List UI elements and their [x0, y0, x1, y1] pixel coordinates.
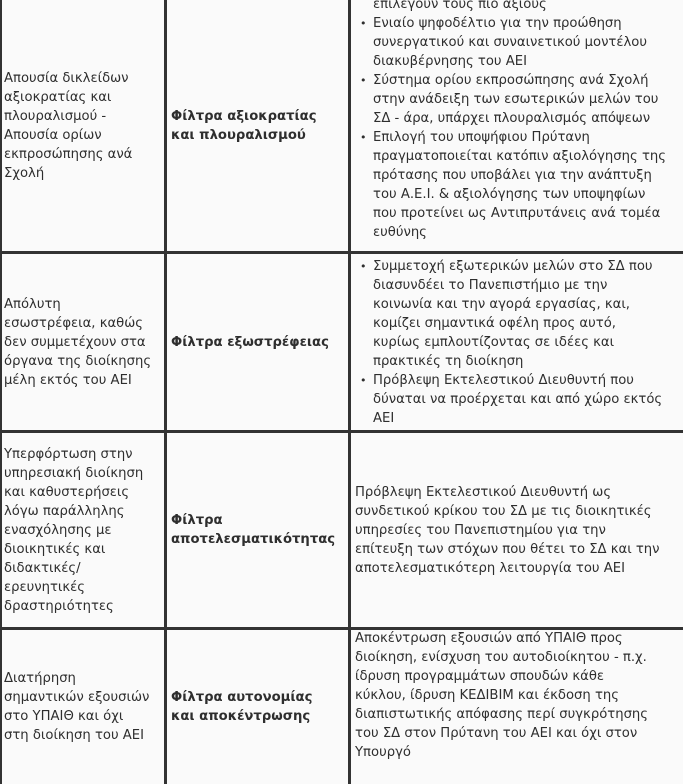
problem-text: Υπερφόρτωση στην υπηρεσιακή διοίκηση και… — [4, 446, 144, 614]
row-2-filter: Φίλτρα εξωστρέφειας — [171, 254, 347, 430]
row-4-problem: Διατήρηση σημαντικών εξουσιών στο ΥΠΑΙΘ … — [4, 630, 162, 784]
list-item: επιλέγουν τους πιο άξιους — [373, 0, 547, 12]
row-divider — [0, 430, 683, 433]
problem-text: Απουσία δικλείδων αξιοκρατίας και πλουρα… — [4, 70, 133, 181]
problem-text: Απόλυτη εσωστρέφεια, καθώς δεν συμμετέχο… — [4, 296, 152, 388]
row-divider — [0, 627, 683, 630]
table-border-left — [0, 0, 2, 784]
problem-text: Διατήρηση σημαντικών εξουσιών στο ΥΠΑΙΘ … — [4, 671, 150, 743]
column-divider — [348, 0, 351, 784]
row-2-measures: Συμμετοχή εξωτερικών μελών στο ΣΔ που δι… — [351, 254, 683, 430]
row-1-problem: Απουσία δικλείδων αξιοκρατίας και πλουρα… — [4, 0, 162, 251]
list-item: Επιλογή του υποψήφιου Πρύτανη πραγματοπο… — [351, 128, 666, 242]
measure-text: Πρόβλεψη Εκτελεστικού Διευθυντή ως συνδε… — [355, 484, 660, 576]
measure-text: Αποκέντρωση εξουσιών από ΥΠΑΙΘ προς διοί… — [355, 631, 649, 760]
list-item: Πρόβλεψη Εκτελεστικού Διευθυντή που δύνα… — [351, 371, 662, 428]
list-item: Ενιαίο ψηφοδέλτιο για την προώθηση συνερ… — [351, 14, 666, 71]
row-3-measures: Πρόβλεψη Εκτελεστικού Διευθυντή ως συνδε… — [355, 433, 683, 627]
row-divider — [0, 251, 683, 254]
row-4-filter: Φίλτρα αυτονομίας και αποκέντρωσης — [171, 630, 347, 784]
filter-text: Φίλτρα αποτελεσματικότητας — [171, 513, 336, 547]
list-item: Συμμετοχή εξωτερικών μελών στο ΣΔ που δι… — [351, 257, 662, 371]
row-3-filter: Φίλτρα αποτελεσματικότητας — [171, 433, 347, 627]
list-item: Σύστημα ορίου εκπροσώπησης ανά Σχολή στη… — [351, 71, 666, 128]
row-1-measures: επιλέγουν τους πιο άξιους Ενιαίο ψηφοδέλ… — [351, 0, 683, 251]
row-4-measures: Αποκέντρωση εξουσιών από ΥΠΑΙΘ προς διοί… — [355, 630, 683, 784]
row-2-problem: Απόλυτη εσωστρέφεια, καθώς δεν συμμετέχο… — [4, 254, 162, 430]
row-1-filter: Φίλτρα αξιοκρατίας και πλουραλισμού — [171, 0, 347, 251]
measures-list: Συμμετοχή εξωτερικών μελών στο ΣΔ που δι… — [351, 257, 662, 428]
filter-text: Φίλτρα εξωστρέφειας — [171, 334, 329, 350]
filter-text: Φίλτρα αυτονομίας και αποκέντρωσης — [171, 690, 313, 724]
row-3-problem: Υπερφόρτωση στην υπηρεσιακή διοίκηση και… — [4, 433, 162, 627]
column-divider — [164, 0, 167, 784]
measures-list: επιλέγουν τους πιο άξιους Ενιαίο ψηφοδέλ… — [351, 0, 666, 242]
filter-text: Φίλτρα αξιοκρατίας και πλουραλισμού — [171, 108, 317, 143]
